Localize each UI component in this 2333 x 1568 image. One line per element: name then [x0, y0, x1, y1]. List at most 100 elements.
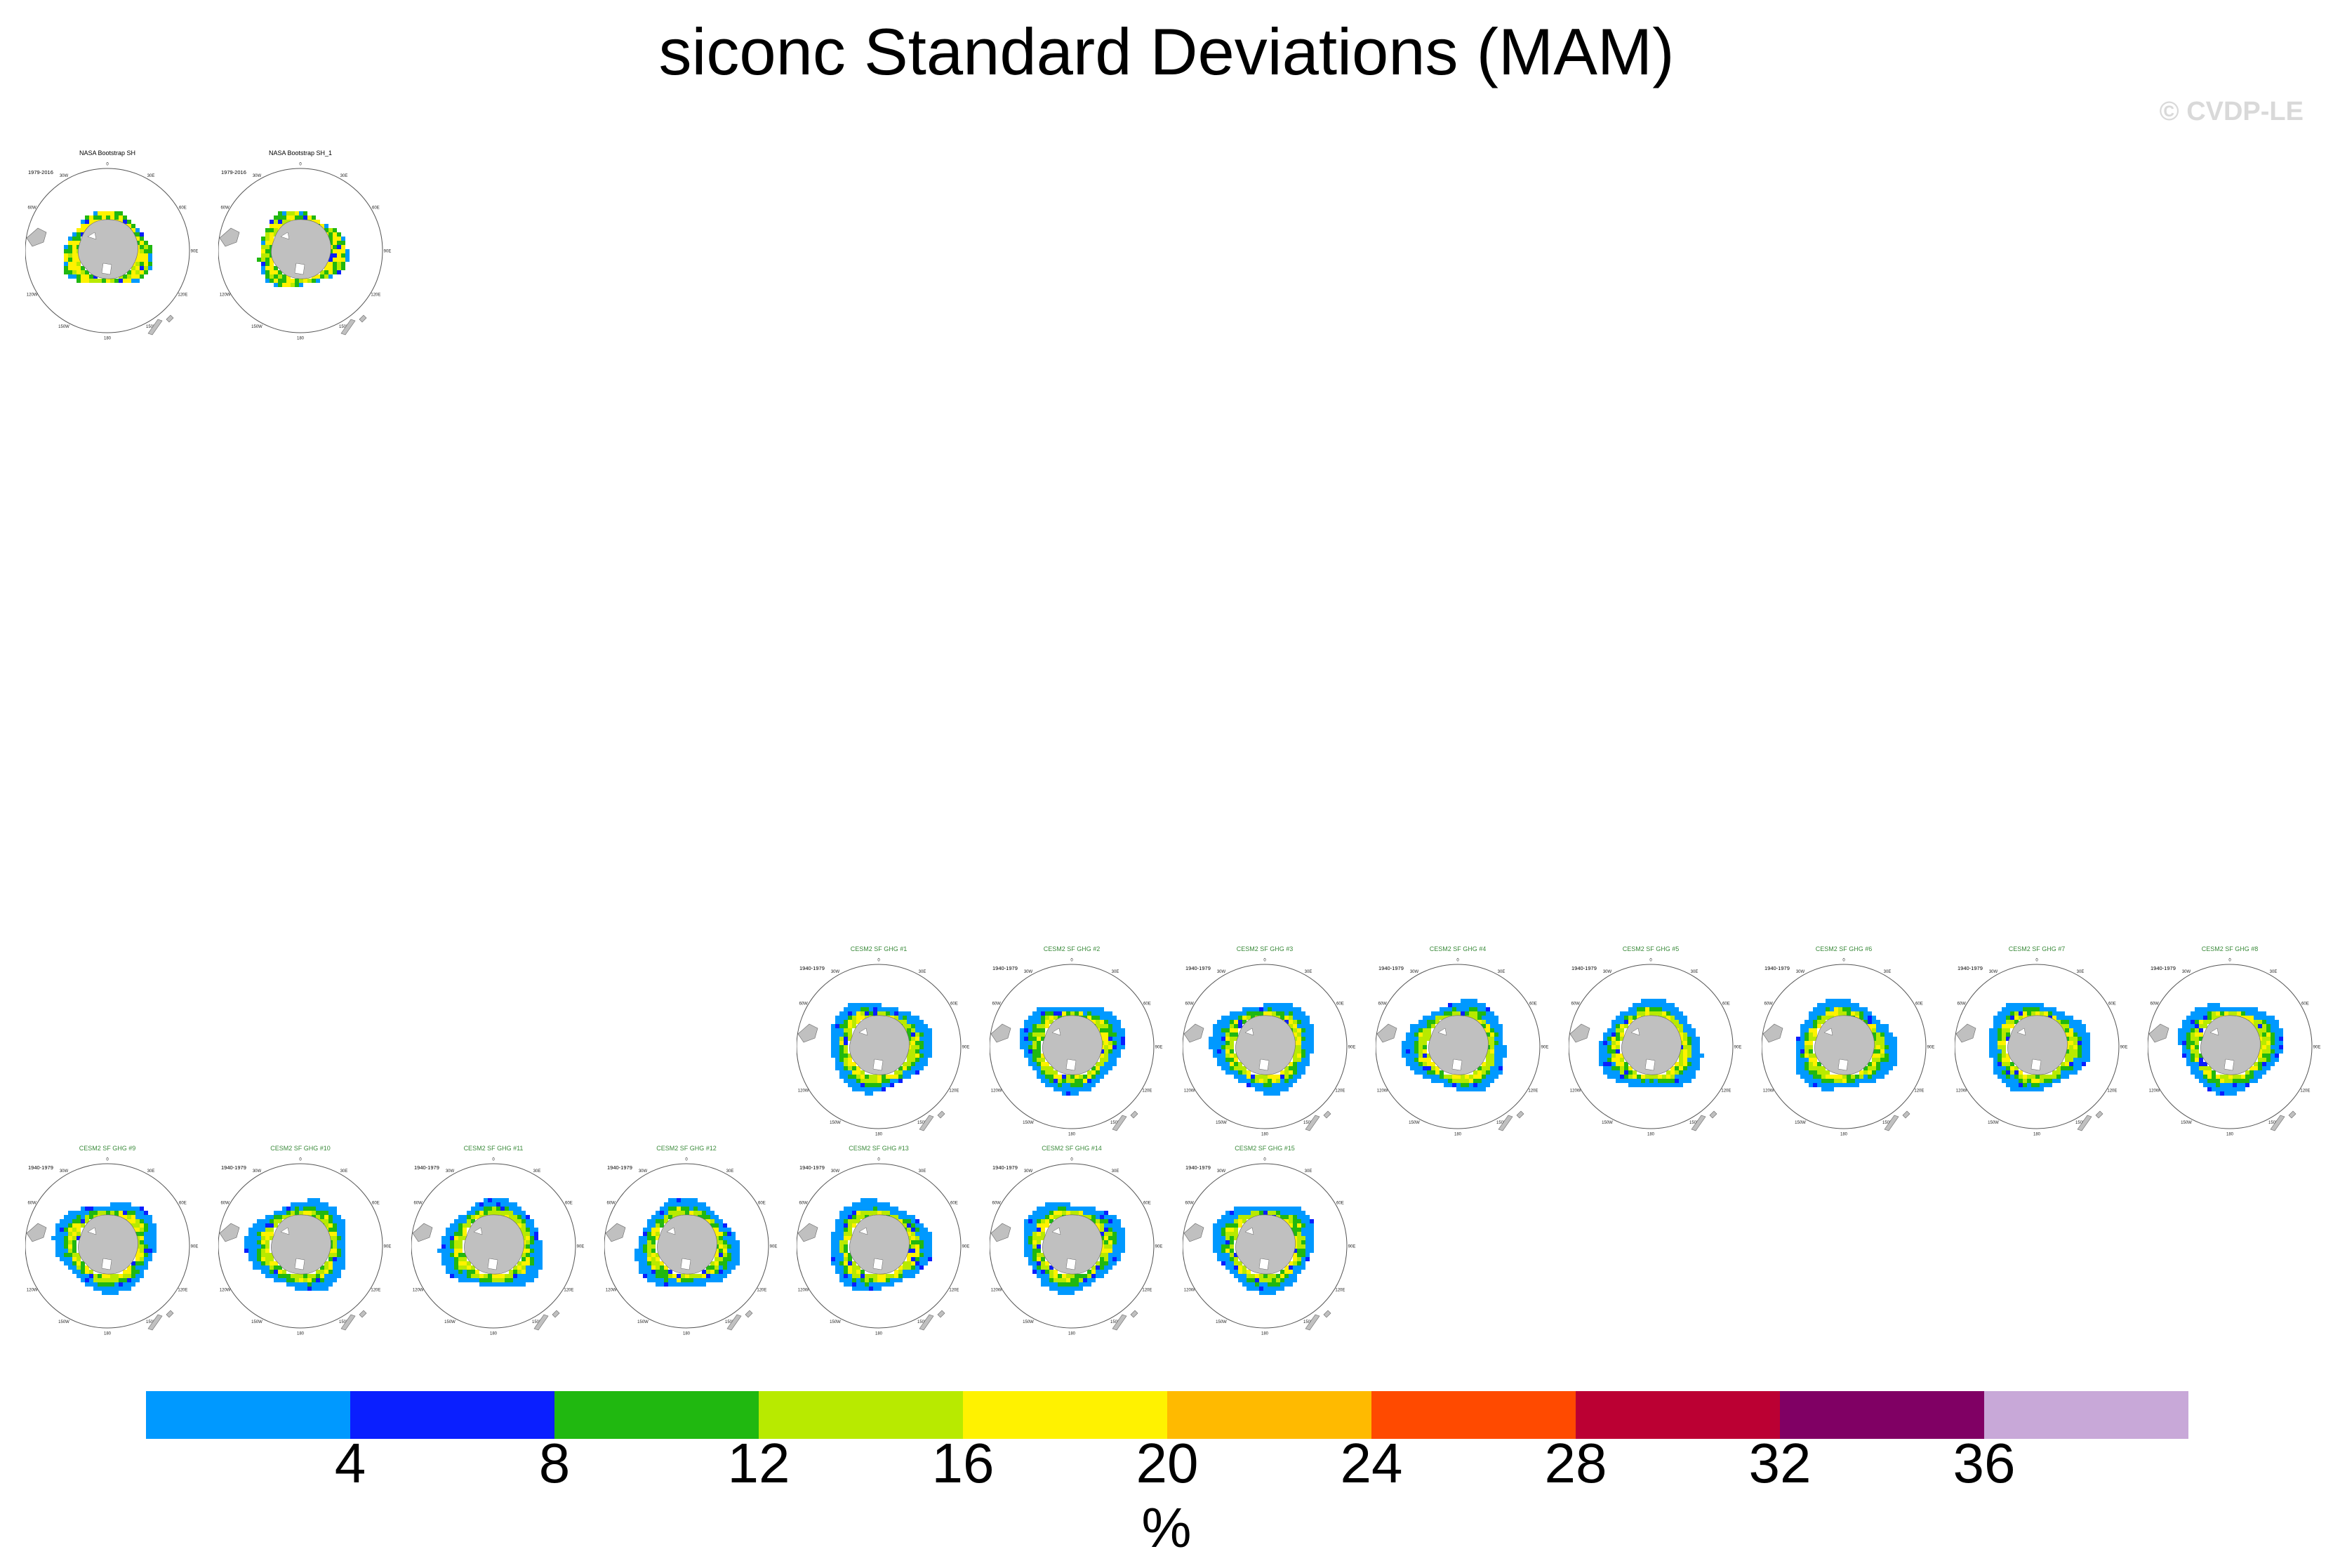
ice-cell	[2224, 1087, 2228, 1091]
ice-cell	[835, 1228, 839, 1232]
ice-cell	[1024, 1253, 1028, 1257]
ice-cell	[282, 220, 286, 224]
ice-cell	[261, 1223, 265, 1228]
ice-cell	[1452, 1003, 1456, 1007]
ice-cell	[257, 1249, 261, 1253]
ice-cell	[915, 1240, 919, 1244]
ice-cell	[1410, 1024, 1414, 1028]
ice-cell	[2228, 1011, 2233, 1016]
ice-cell	[2249, 1075, 2254, 1079]
ice-cell	[1112, 1261, 1117, 1265]
ice-cell	[526, 1253, 530, 1257]
ice-cell	[1289, 1024, 1293, 1028]
ice-cell	[1087, 1207, 1091, 1211]
ice-cell	[1301, 1054, 1305, 1058]
ice-cell	[882, 1083, 886, 1087]
ice-cell	[1075, 1011, 1079, 1016]
ice-cell	[919, 1041, 924, 1045]
longitude-label: 120W	[991, 1089, 1002, 1094]
ice-cell	[1032, 1219, 1037, 1223]
ice-cell	[265, 232, 270, 237]
ice-cell	[1217, 1223, 1221, 1228]
ice-cell	[1062, 1075, 1066, 1079]
ice-cell	[123, 1274, 127, 1278]
ice-cell	[856, 1011, 860, 1016]
weddell-ice-shelf	[280, 232, 290, 240]
ice-cell	[1637, 1011, 1641, 1016]
ice-cell	[274, 1219, 278, 1223]
ice-cell	[1255, 1282, 1259, 1287]
ice-cell	[328, 258, 333, 262]
ice-cell	[2233, 1087, 2237, 1091]
ice-cell	[1683, 1041, 1687, 1045]
ice-cell	[1486, 1058, 1490, 1062]
ice-cell	[320, 1282, 324, 1287]
longitude-label: 90E	[2120, 1046, 2128, 1050]
ice-cell	[244, 1236, 248, 1240]
ice-cell	[1289, 1016, 1293, 1020]
ice-cell	[1024, 1037, 1028, 1041]
ice-cell	[839, 1240, 844, 1244]
ice-cell	[1616, 1049, 1620, 1054]
ice-cell	[517, 1282, 521, 1287]
ice-cell	[2019, 1087, 2023, 1091]
ice-cell	[463, 1228, 467, 1232]
ice-cell	[1037, 1228, 1041, 1232]
ice-cell	[844, 1016, 848, 1020]
period-label: 1940-1979	[607, 1164, 632, 1171]
ice-cell	[894, 1270, 898, 1274]
ice-cell	[1830, 1011, 1834, 1016]
ice-cell	[877, 1274, 882, 1278]
ice-cell	[2073, 1058, 2078, 1062]
ice-cell	[693, 1282, 698, 1287]
ice-cell	[1633, 1003, 1637, 1007]
ice-cell	[1423, 1054, 1427, 1058]
ice-cell	[1305, 1232, 1310, 1236]
ice-cell	[282, 1211, 286, 1215]
ice-cell	[1251, 1207, 1255, 1211]
ice-cell	[860, 1011, 865, 1016]
ice-cell	[1435, 1020, 1440, 1024]
longitude-label: 60W	[27, 1202, 36, 1206]
ice-cell	[1683, 1066, 1687, 1070]
ice-cell	[1863, 1011, 1868, 1016]
ice-cell	[1310, 1232, 1314, 1236]
ice-cell	[1091, 1211, 1096, 1215]
longitude-label: 30W	[1217, 1169, 1226, 1174]
ice-cell	[2262, 1049, 2266, 1054]
ice-cell	[1297, 1058, 1301, 1062]
ice-cell	[77, 1232, 81, 1236]
ice-cell	[1087, 1007, 1091, 1011]
ice-cell	[454, 1265, 458, 1270]
ice-cell	[152, 1232, 157, 1236]
ice-cell	[2224, 1079, 2228, 1083]
ice-cell	[1998, 1066, 2002, 1070]
ice-cell	[1213, 1249, 1217, 1253]
ice-cell	[55, 1228, 60, 1232]
ice-cell	[848, 1083, 852, 1087]
ice-cell	[1108, 1253, 1112, 1257]
ice-cell	[1091, 1020, 1096, 1024]
longitude-label: 0	[1456, 959, 1459, 963]
ice-cell	[1473, 1083, 1477, 1087]
ice-cell	[1477, 1011, 1482, 1016]
longitude-label: 180	[1840, 1133, 1848, 1137]
longitude-label: 60W	[1185, 1202, 1194, 1206]
ice-cell	[2010, 1007, 2014, 1011]
ice-cell	[333, 249, 337, 253]
ice-cell	[1998, 1011, 2002, 1016]
ice-cell	[1297, 1215, 1301, 1219]
longitude-label: 60W	[606, 1202, 616, 1206]
ross-ice-shelf	[1451, 1058, 1463, 1071]
ice-cell	[915, 1261, 919, 1265]
panel-title: CESM2 SF GHG #14	[1042, 1145, 1102, 1152]
ice-cell	[265, 274, 270, 279]
ice-cell	[848, 1075, 852, 1079]
ice-cell	[660, 1211, 664, 1215]
ice-cell	[123, 1202, 127, 1207]
ice-cell	[341, 1253, 345, 1257]
ice-cell	[89, 1211, 93, 1215]
ice-cell	[1112, 1223, 1117, 1228]
ice-cell	[2216, 1011, 2220, 1016]
ice-cell	[911, 1037, 915, 1041]
